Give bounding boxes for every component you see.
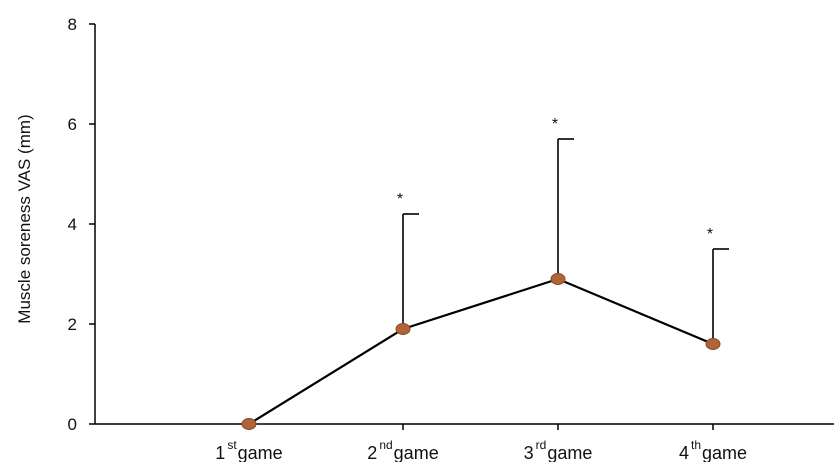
x-tick-label: 3 rdgame — [524, 438, 593, 462]
y-tick-label: 6 — [68, 115, 77, 134]
x-tick-word: game — [702, 443, 747, 462]
x-tick-number: 3 — [524, 443, 534, 462]
series-line — [248, 277, 714, 425]
data-point — [705, 338, 721, 350]
y-tick-label: 8 — [68, 15, 77, 34]
significance-star: * — [397, 191, 403, 208]
y-ticks: 0 2 4 6 8 — [68, 15, 95, 434]
series-line-path — [248, 277, 714, 425]
significance-markers: * * * — [397, 116, 713, 243]
y-tick-label: 4 — [68, 215, 77, 234]
x-tick-number: 1 — [215, 443, 225, 462]
x-tick-suffix: st — [227, 438, 237, 452]
y-tick-label: 0 — [68, 415, 77, 434]
series-markers — [241, 273, 721, 430]
error-bars — [402, 138, 729, 344]
x-tick-suffix: rd — [536, 438, 547, 452]
significance-star: * — [552, 116, 558, 133]
significance-star: * — [707, 226, 713, 243]
data-point — [550, 273, 566, 285]
data-point — [241, 418, 257, 430]
x-tick-label: 4 thgame — [679, 438, 747, 462]
x-tick-label: 2 ndgame — [367, 438, 438, 462]
x-tick-label: 1 stgame — [215, 438, 282, 462]
x-tick-word: game — [394, 443, 439, 462]
x-tick-word: game — [238, 443, 283, 462]
data-point — [395, 323, 411, 335]
x-tick-suffix: nd — [379, 438, 392, 452]
y-tick-label: 2 — [68, 315, 77, 334]
y-axis-label: Muscle soreness VAS (mm) — [15, 114, 34, 323]
x-tick-suffix: th — [691, 438, 701, 452]
x-ticks: 1 stgame 2 ndgame 3 rdgame 4 thgame — [215, 424, 747, 462]
x-tick-number: 2 — [367, 443, 377, 462]
x-tick-number: 4 — [679, 443, 689, 462]
x-tick-word: game — [547, 443, 592, 462]
